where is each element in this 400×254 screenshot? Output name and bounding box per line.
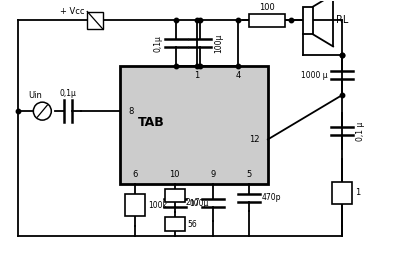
Bar <box>125 194 145 216</box>
Text: 56: 56 <box>188 219 198 229</box>
Text: 10: 10 <box>170 170 180 179</box>
Text: 5: 5 <box>246 170 251 179</box>
Text: 0,1μ: 0,1μ <box>60 89 77 98</box>
Bar <box>120 66 268 184</box>
Text: 100k: 100k <box>148 201 167 210</box>
Text: 1000 μ: 1000 μ <box>301 71 328 80</box>
Bar <box>249 13 285 27</box>
Text: 100: 100 <box>259 3 275 11</box>
Text: 6: 6 <box>132 170 138 179</box>
Text: 1: 1 <box>194 71 200 80</box>
Bar <box>332 182 352 204</box>
Text: 4: 4 <box>236 71 241 80</box>
Text: Uin: Uin <box>28 91 42 100</box>
Text: TAB: TAB <box>138 116 165 130</box>
Text: + Vcc: + Vcc <box>60 8 85 17</box>
Text: 0,1 μ: 0,1 μ <box>356 122 365 141</box>
Bar <box>303 7 313 35</box>
Text: 2n7: 2n7 <box>186 198 200 207</box>
Text: 470p: 470p <box>262 193 281 202</box>
Text: 100μ: 100μ <box>214 34 223 53</box>
Bar <box>165 189 185 202</box>
Text: RL: RL <box>336 15 348 25</box>
Bar <box>165 217 185 231</box>
Text: 12: 12 <box>249 135 260 144</box>
Text: 0,1μ: 0,1μ <box>153 35 162 52</box>
Bar <box>87 11 103 29</box>
Text: 9: 9 <box>210 170 216 179</box>
Text: 1: 1 <box>355 188 360 197</box>
Text: 100μ: 100μ <box>189 199 208 208</box>
Text: 8: 8 <box>128 107 134 116</box>
